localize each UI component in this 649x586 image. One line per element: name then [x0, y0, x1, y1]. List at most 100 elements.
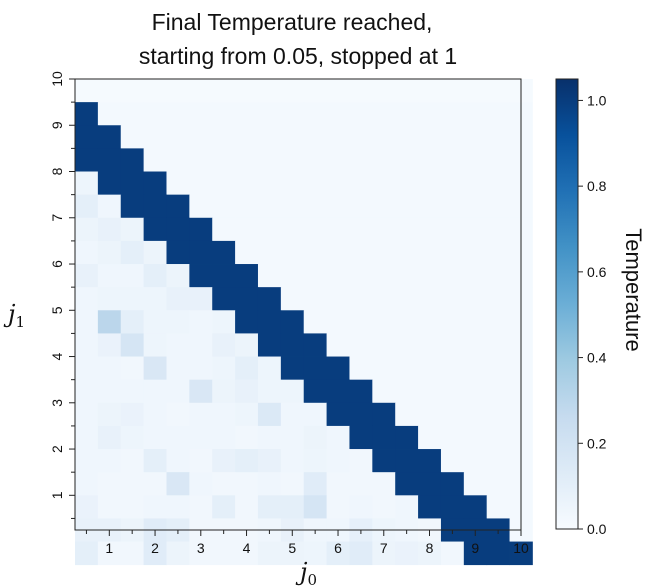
heatmap-cells — [75, 79, 533, 566]
heatmap-cell — [303, 217, 327, 242]
heatmap-cell — [143, 310, 167, 334]
heatmap-cell — [418, 240, 442, 265]
heatmap-cell — [372, 217, 396, 242]
heatmap-cell — [303, 264, 327, 288]
heatmap-cell — [486, 264, 510, 288]
heatmap-cell — [486, 356, 510, 381]
heatmap-cell — [280, 495, 305, 519]
heatmap-cell — [372, 287, 396, 311]
chart-title: Final Temperature reached, starting from… — [139, 9, 457, 69]
heatmap-cell — [120, 541, 145, 566]
heatmap-cell — [75, 287, 99, 311]
heatmap-cell — [166, 472, 190, 496]
heatmap-cell — [440, 333, 465, 357]
heatmap-cell — [463, 148, 488, 172]
heatmap-cell — [440, 472, 465, 496]
heatmap-cell — [75, 333, 99, 357]
heatmap-cell — [395, 240, 419, 265]
heatmap-cell — [212, 217, 236, 242]
heatmap-cell — [463, 495, 488, 519]
heatmap-cell — [463, 472, 488, 496]
heatmap-cell — [440, 264, 465, 288]
heatmap-cell — [372, 240, 396, 265]
heatmap-cell — [372, 333, 396, 357]
heatmap-cell — [120, 449, 145, 473]
heatmap-cell — [97, 356, 122, 381]
colorbar-label: Temperature — [621, 228, 646, 352]
heatmap-cell — [280, 333, 305, 357]
heatmap-cell — [75, 472, 99, 496]
heatmap-cell — [395, 125, 419, 149]
heatmap-cell — [372, 79, 396, 103]
x-axis-ticks: 1 2 3 4 5 6 7 8 9 10 — [85, 530, 529, 556]
heatmap-cell — [326, 102, 350, 126]
heatmap-cell — [486, 102, 510, 126]
heatmap-cell — [349, 356, 373, 381]
heatmap-cell — [372, 541, 396, 566]
heatmap-cell — [326, 333, 350, 357]
heatmap-cell — [257, 425, 282, 450]
heatmap-cell — [486, 240, 510, 265]
heatmap-cell — [75, 264, 99, 288]
heatmap-cell — [75, 102, 99, 126]
heatmap-cell — [143, 356, 167, 381]
heatmap-cell — [440, 495, 465, 519]
heatmap-cell — [235, 472, 259, 496]
heatmap-cell — [257, 171, 282, 196]
heatmap-cell — [418, 449, 442, 473]
heatmap-cell — [418, 379, 442, 404]
heatmap-cell — [120, 171, 145, 196]
heatmap-cell — [280, 102, 305, 126]
heatmap-cell — [486, 310, 510, 334]
colorbar-tick-label: 0.4 — [587, 350, 607, 366]
heatmap-cell — [189, 264, 213, 288]
heatmap-cell — [280, 240, 305, 265]
heatmap-cell — [257, 541, 282, 566]
heatmap-cell — [349, 379, 373, 404]
heatmap-cell — [349, 125, 373, 149]
heatmap-cell — [235, 379, 259, 404]
heatmap-cell — [235, 125, 259, 149]
heatmap-cell — [326, 379, 350, 404]
heatmap-cell — [463, 287, 488, 311]
heatmap-cell — [418, 102, 442, 126]
heatmap-cell — [349, 541, 373, 566]
heatmap-cell — [463, 264, 488, 288]
heatmap-cell — [349, 102, 373, 126]
heatmap-cell — [189, 287, 213, 311]
heatmap-cell — [235, 541, 259, 566]
heatmap-cell — [212, 449, 236, 473]
heatmap-cell — [75, 495, 99, 519]
heatmap-cell — [349, 264, 373, 288]
colorbar-tick-label: 0.6 — [587, 264, 607, 280]
heatmap-cell — [303, 310, 327, 334]
heatmap-cell — [303, 102, 327, 126]
heatmap-cell — [212, 333, 236, 357]
heatmap-cell — [189, 333, 213, 357]
heatmap-cell — [349, 449, 373, 473]
heatmap-cell — [97, 402, 122, 427]
heatmap-cell — [120, 217, 145, 242]
heatmap-cell — [143, 102, 167, 126]
heatmap-cell — [303, 425, 327, 450]
heatmap-cell — [235, 79, 259, 103]
heatmap-cell — [97, 171, 122, 196]
heatmap-cell — [75, 125, 99, 149]
heatmap-cell — [120, 495, 145, 519]
heatmap-cell — [395, 79, 419, 103]
heatmap-cell — [120, 148, 145, 172]
heatmap-cell — [97, 472, 122, 496]
heatmap-cell — [143, 472, 167, 496]
heatmap-cell — [235, 333, 259, 357]
heatmap-cell — [257, 379, 282, 404]
heatmap-cell — [143, 449, 167, 473]
heatmap-cell — [257, 310, 282, 334]
heatmap-cell — [463, 449, 488, 473]
heatmap-cell — [280, 171, 305, 196]
heatmap-cell — [349, 79, 373, 103]
x-tick-label: 5 — [288, 540, 296, 556]
heatmap-cell — [166, 264, 190, 288]
heatmap-cell — [486, 171, 510, 196]
heatmap-cell — [212, 240, 236, 265]
